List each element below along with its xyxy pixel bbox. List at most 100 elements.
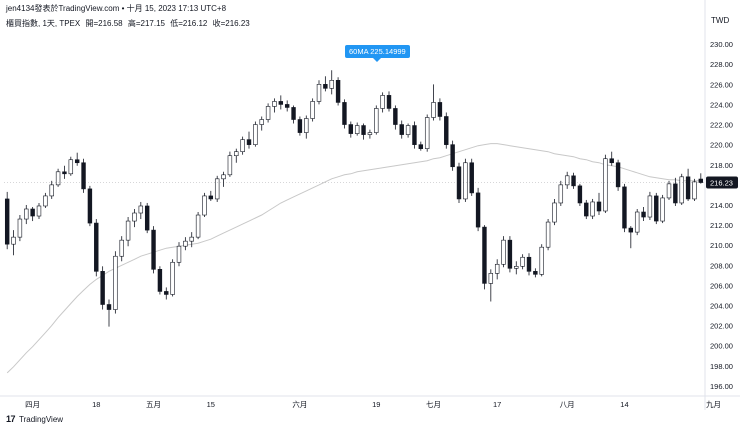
candle-body: [234, 151, 239, 157]
candle-body: [577, 185, 583, 204]
candle-body: [660, 197, 665, 222]
candle-body: [4, 198, 10, 245]
candle-body: [43, 195, 48, 207]
y-tick-label: 212.00: [710, 221, 733, 230]
candle-body: [164, 291, 169, 295]
y-tick-label: 206.00: [710, 281, 733, 290]
candle-body: [272, 101, 277, 107]
x-tick-label: 九月: [706, 400, 721, 409]
y-tick-label: 200.00: [710, 342, 733, 351]
x-tick-label: 14: [620, 400, 628, 409]
candle-body: [603, 158, 608, 212]
candle-body: [596, 201, 602, 212]
candle-body: [634, 211, 640, 233]
candle-body: [514, 266, 519, 269]
candle-body: [405, 125, 411, 135]
x-tick-label: 七月: [426, 400, 441, 409]
last-price-label: 216.23: [710, 179, 733, 188]
candle-body: [227, 155, 233, 176]
candle-body: [437, 102, 443, 117]
brand-label[interactable]: TradingView: [19, 414, 64, 424]
low-value: 低=216.12: [170, 19, 208, 28]
x-tick-label: 六月: [292, 399, 307, 409]
candle-body: [380, 95, 385, 109]
candle-body: [17, 218, 23, 238]
candle-body: [94, 222, 99, 272]
candle-body: [456, 166, 462, 200]
candle-body: [584, 202, 589, 217]
y-tick-label: 226.00: [710, 80, 733, 89]
currency-label: TWD: [711, 16, 730, 25]
candle-body: [647, 195, 653, 218]
y-tick-label: 222.00: [710, 121, 733, 130]
candle-body: [24, 208, 29, 220]
x-tick-label: 15: [207, 400, 215, 409]
ma60-line: [6, 143, 701, 374]
candle-body: [526, 256, 532, 272]
candle-body: [132, 212, 137, 222]
candle-body: [284, 104, 290, 108]
candle-body: [692, 181, 697, 200]
tradingview-logo-icon[interactable]: 17: [6, 414, 16, 424]
candle-body: [202, 195, 207, 216]
y-tick-label: 202.00: [710, 322, 733, 331]
candle-body: [628, 227, 634, 233]
candle-body: [418, 144, 424, 149]
y-tick-label: 204.00: [710, 302, 733, 311]
candle-body: [564, 175, 570, 186]
candle-body: [246, 139, 252, 145]
candle-body: [348, 124, 354, 134]
candle-body: [278, 101, 284, 105]
candle-body: [170, 261, 175, 295]
candle-body: [87, 188, 93, 224]
candle-body: [240, 139, 245, 152]
candle-body: [259, 119, 264, 125]
candle-body: [533, 271, 538, 275]
ma-badge: 60MA 225.14999: [345, 45, 410, 62]
candle-body: [62, 171, 67, 175]
y-tick-label: 224.00: [710, 100, 733, 109]
y-tick-label: 210.00: [710, 241, 733, 250]
candle-body: [571, 175, 576, 187]
candle-body: [49, 184, 54, 197]
candle-body: [176, 245, 182, 263]
candle-body: [444, 116, 449, 145]
ohlc-legend: 櫃買指數, 1天, TPEX 開=216.58 高=217.15 低=216.1…: [6, 18, 253, 29]
candle-body: [450, 144, 455, 168]
x-tick-label: 19: [372, 400, 380, 409]
candle-body: [469, 162, 474, 194]
candle-body: [291, 107, 296, 120]
symbol-label[interactable]: 櫃買指數, 1天, TPEX: [6, 19, 81, 28]
candle-body: [698, 178, 704, 183]
candle-body: [354, 125, 360, 134]
candle-body: [679, 176, 684, 204]
candle-body: [55, 171, 61, 186]
candle-body: [520, 256, 525, 267]
candle-body: [151, 229, 156, 270]
candle-body: [81, 162, 86, 190]
footer: 17 TradingView: [6, 414, 63, 424]
candle-body: [501, 239, 506, 265]
y-tick-label: 220.00: [710, 141, 733, 150]
candle-body: [119, 239, 124, 257]
candle-body: [609, 158, 614, 164]
x-tick-label: 18: [92, 400, 100, 409]
chart-title: jen4134發表於TradingView.com • 十月 15, 2023 …: [6, 4, 227, 13]
candle-body: [189, 236, 194, 242]
high-value: 高=217.15: [127, 19, 165, 28]
candle-body: [113, 255, 118, 310]
candle-body: [297, 119, 303, 133]
candle-body: [615, 162, 621, 188]
candle-body: [431, 102, 436, 118]
candle-body: [36, 205, 42, 217]
candle-body: [183, 240, 188, 247]
y-tick-label: 218.00: [710, 161, 733, 170]
candle-body: [590, 201, 595, 217]
y-tick-label: 208.00: [710, 261, 733, 270]
candle-body: [106, 304, 112, 310]
candle-body: [622, 186, 627, 229]
last-price-badge: [706, 176, 738, 189]
candle-body: [494, 263, 500, 274]
candle-body: [463, 162, 468, 200]
